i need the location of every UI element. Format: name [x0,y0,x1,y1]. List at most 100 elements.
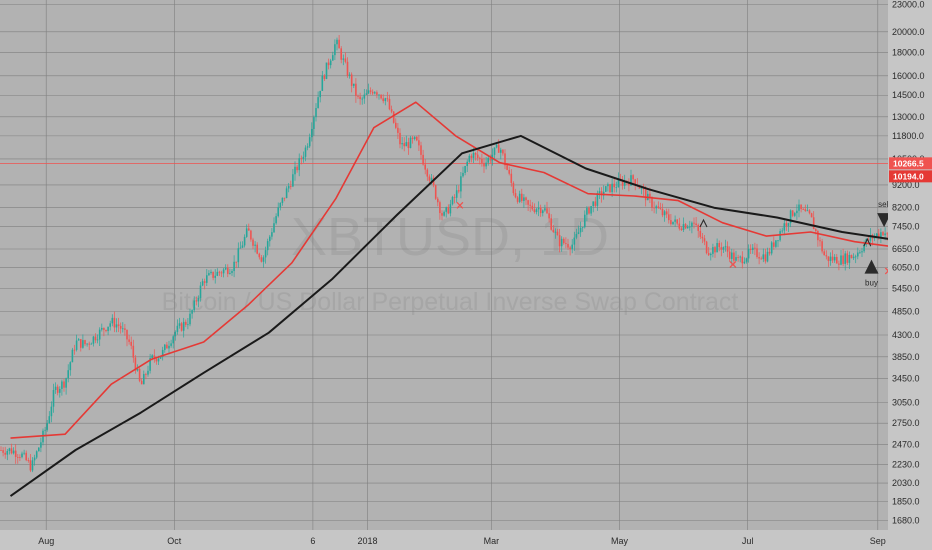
candle-up [848,255,851,263]
candle-down [0,450,2,451]
candle-down [19,457,21,458]
plot-area[interactable] [0,0,888,530]
price-tick-label: 2470.0 [892,439,920,449]
candle-down [4,452,6,455]
candle-down [296,166,298,171]
candle-up [798,204,800,211]
candle-down [808,210,811,214]
candle-up [122,328,124,330]
candle-down [659,208,662,209]
candle-up [206,275,208,283]
candle-down [846,253,849,263]
candle-up [777,240,779,242]
candle-down [323,75,326,79]
candle-up [712,247,714,254]
candle-up [542,210,544,214]
candle-down [684,224,687,229]
candle-down [728,251,731,259]
candle-up [762,254,765,260]
candle-down [512,182,515,194]
candle-down [441,213,443,216]
candle-up [796,210,798,214]
candle-up [731,252,733,259]
candle-down [218,271,221,273]
candle-down [760,258,762,260]
candle-down [644,189,647,201]
candle-up [321,75,324,91]
candle-down [132,345,135,358]
candle-up [77,339,80,341]
candle-up [710,253,712,256]
candle-up [23,452,25,454]
candle-up [178,323,181,326]
candle-down [695,223,697,225]
candle-up [332,55,334,61]
candle-down [359,96,361,100]
candle-up [229,272,231,274]
candle-up [405,142,408,147]
candle-down [489,157,492,161]
time-tick-label: Oct [167,536,182,546]
price-tick-label: 1850.0 [892,496,920,506]
candle-down [235,261,237,263]
candle-up [317,97,319,109]
candle-down [166,344,168,349]
candle-up [596,193,599,206]
last-price-tag [889,157,932,170]
candle-up [143,374,145,385]
time-tick-label: Sep [870,536,886,546]
price-tick-label: 4850.0 [892,306,920,316]
candle-down [155,358,158,362]
candle-down [510,173,513,183]
candle-up [413,136,416,140]
candle-down [376,92,378,95]
candle-up [157,358,160,362]
candle-up [747,248,750,259]
candle-up [735,257,737,261]
candle-down [651,197,653,208]
candle-up [577,232,580,235]
candle-up [766,251,769,262]
candle-down [17,457,19,458]
candle-up [273,223,275,233]
price-tick-label: 6650.0 [892,244,920,254]
candle-up [48,416,51,423]
candle-up [722,247,725,250]
candle-up [275,216,277,224]
candle-down [357,95,359,97]
candle-down [621,179,624,186]
candle-down [63,381,65,388]
sell-signal-label: sell [878,200,890,209]
candle-down [479,157,481,159]
candle-down [195,300,198,302]
candle-down [382,98,384,102]
candle-up [581,227,584,229]
candle-up [571,244,573,250]
candle-up [174,331,177,337]
candle-down [531,205,534,210]
candle-down [613,183,615,188]
candle-down [758,257,760,259]
candle-down [407,142,410,149]
candle-down [718,243,720,248]
candle-down [453,196,456,198]
candle-up [575,234,578,238]
candle-down [227,267,229,274]
candle-down [817,231,819,241]
cross-signal-marker [456,201,464,209]
candle-up [353,83,355,86]
candle-down [340,48,342,60]
last-price-tag-label: 10266.5 [893,158,924,168]
candle-down [802,209,804,210]
candle-down [411,137,414,140]
candle-down [119,325,122,329]
candle-up [101,327,103,330]
candle-up [500,149,502,153]
candle-down [733,252,735,261]
time-axis[interactable] [0,530,888,550]
price-axis[interactable] [888,0,932,550]
candle-down [424,164,426,170]
candle-down [380,94,382,99]
